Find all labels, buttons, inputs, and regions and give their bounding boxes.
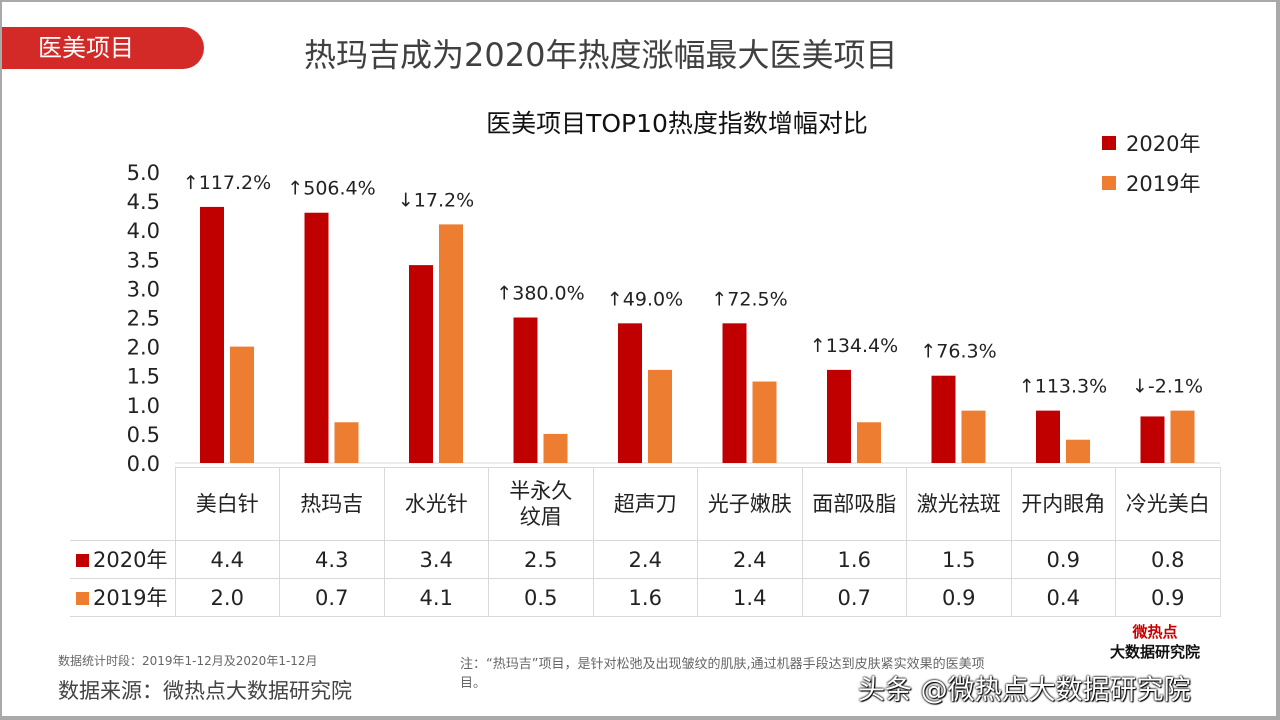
legend-label: 2019年 <box>1126 172 1201 196</box>
category-label: 热玛吉 <box>279 467 385 541</box>
y-tick-label: 0.5 <box>127 423 160 447</box>
swatch <box>76 553 89 567</box>
category-label: 开内眼角 <box>1010 467 1116 541</box>
value-cell: 4.3 <box>279 540 385 579</box>
y-tick-label: 4.5 <box>127 190 160 214</box>
table-row-2020: 2020年 4.4 4.3 3.4 2.5 2.4 2.4 1.6 1.5 0.9 0.8 <box>70 540 1221 579</box>
logo-line2: 大数据研究院 <box>1110 643 1201 661</box>
category-label: 激光祛斑 <box>906 467 1012 541</box>
bar-2020年-激光祛斑 <box>931 375 956 463</box>
y-tick-label: 1.5 <box>127 365 160 389</box>
category-label: 光子嫩肤 <box>697 467 803 541</box>
row-label: 2019年 <box>70 578 176 617</box>
growth-label: ↓17.2% <box>398 189 474 211</box>
bar-2020年-半永久纹眉 <box>513 317 538 463</box>
row-label-text: 2020年 <box>93 547 168 572</box>
bar-2019年-激光祛斑 <box>961 410 986 463</box>
bar-2019年-热玛吉 <box>334 422 359 463</box>
logo-line1: 微热点 <box>1132 623 1178 641</box>
legend-swatch-2019 <box>1102 176 1116 190</box>
swatch <box>76 591 89 605</box>
bar-2020年-热玛吉 <box>304 212 329 463</box>
value-cell: 1.5 <box>906 540 1012 579</box>
bar-2020年-美白针 <box>200 206 224 464</box>
bar-2020年-超声刀 <box>618 323 642 463</box>
section-tag: 医美项目 <box>2 27 204 69</box>
growth-label: ↑117.2% <box>183 172 271 194</box>
value-cell: 2.5 <box>488 540 594 579</box>
bar-2019年-冷光美白 <box>1170 410 1195 463</box>
value-cell: 2.4 <box>697 540 803 579</box>
value-cell: 2.0 <box>174 578 280 617</box>
watermark: 头条 @微热点大数据研究院 <box>858 675 1191 706</box>
bar-2020年-冷光美白 <box>1140 416 1165 463</box>
category-row: 美白针 热玛吉 水光针 半永久纹眉 超声刀 光子嫩肤 面部吸脂 激光祛斑 开内眼角 冷光美白 <box>70 467 1221 541</box>
bar-2019年-超声刀 <box>648 369 672 463</box>
corner-cell <box>70 468 175 541</box>
value-cell: 0.5 <box>488 578 594 617</box>
legend-2020: 2020年 <box>1102 128 1200 158</box>
source-text: 数据来源：微热点大数据研究院 <box>58 679 352 703</box>
legend-2019: 2019年 <box>1102 168 1200 198</box>
value-cell: 1.6 <box>592 578 698 617</box>
period-text: 数据统计时段：2019年1-12月及2020年1-12月 <box>58 654 318 668</box>
value-cell: 4.4 <box>174 540 280 579</box>
y-tick-label: 3.0 <box>127 277 160 301</box>
bar-2020年-面部吸脂 <box>827 369 851 463</box>
bar-2020年-水光针 <box>409 265 433 463</box>
y-tick-label: 0.0 <box>127 452 160 476</box>
legend-swatch-2020 <box>1102 136 1116 150</box>
bar-2019年-开内眼角 <box>1066 439 1090 463</box>
y-tick-label: 1.0 <box>127 394 160 418</box>
bar-2020年-光子嫩肤 <box>722 323 747 463</box>
legend-label: 2020年 <box>1126 132 1201 156</box>
page-title: 热玛吉成为2020年热度涨幅最大医美项目 <box>304 36 898 74</box>
category-label: 冷光美白 <box>1115 467 1221 541</box>
row-label: 2020年 <box>70 540 176 579</box>
bar-2019年-面部吸脂 <box>857 422 881 463</box>
value-cell: 1.6 <box>801 540 907 579</box>
growth-label: ↑72.5% <box>711 288 787 310</box>
y-tick-label: 5.0 <box>127 161 160 185</box>
bar-2019年-美白针 <box>230 346 254 463</box>
row-label-text: 2019年 <box>93 585 168 610</box>
value-cell: 0.7 <box>279 578 385 617</box>
y-tick-label: 2.5 <box>127 307 160 331</box>
value-cell: 1.4 <box>697 578 803 617</box>
y-tick-label: 3.5 <box>127 248 160 272</box>
value-cell: 2.4 <box>592 540 698 579</box>
category-label: 超声刀 <box>592 467 698 541</box>
bar-2019年-水光针 <box>439 224 463 463</box>
value-cell: 0.9 <box>1010 540 1116 579</box>
growth-label: ↓-2.1% <box>1132 376 1203 398</box>
growth-label: ↑113.3% <box>1019 376 1107 398</box>
value-cell: 0.7 <box>801 578 907 617</box>
category-label: 面部吸脂 <box>801 467 907 541</box>
value-cell: 3.4 <box>383 540 489 579</box>
value-cell: 0.8 <box>1115 540 1221 579</box>
y-tick-label: 4.0 <box>127 219 160 243</box>
category-label: 水光针 <box>383 467 489 541</box>
value-cell: 0.9 <box>1115 578 1221 617</box>
category-label: 美白针 <box>174 467 280 541</box>
category-label: 半永久纹眉 <box>488 467 594 541</box>
growth-label: ↑506.4% <box>287 178 375 200</box>
y-tick-label: 2.0 <box>127 336 160 360</box>
bar-2019年-光子嫩肤 <box>752 381 777 463</box>
table-row-2019: 2019年 2.0 0.7 4.1 0.5 1.6 1.4 0.7 0.9 0.4 0.9 <box>70 578 1221 617</box>
growth-label: ↑380.0% <box>496 283 584 305</box>
bar-2020年-开内眼角 <box>1036 410 1060 463</box>
growth-label: ↑134.4% <box>810 335 898 357</box>
data-table: 美白针 热玛吉 水光针 半永久纹眉 超声刀 光子嫩肤 面部吸脂 激光祛斑 开内眼角 冷光美白 20… <box>70 467 1221 617</box>
value-cell: 0.4 <box>1010 578 1116 617</box>
value-cell: 0.9 <box>906 578 1012 617</box>
logo: 微热点 大数据研究院 <box>1110 622 1200 662</box>
chart-title: 医美项目TOP10热度指数增幅对比 <box>486 109 868 138</box>
growth-label: ↑76.3% <box>920 341 996 363</box>
bar-2019年-半永久纹眉 <box>543 433 568 463</box>
value-cell: 4.1 <box>383 578 489 617</box>
growth-label: ↑49.0% <box>607 288 683 310</box>
note-text: 注：“热玛吉”项目，是针对松弛及出现皱纹的肌肤,通过机器手段达到皮肤紧实效果的医… <box>460 657 985 691</box>
